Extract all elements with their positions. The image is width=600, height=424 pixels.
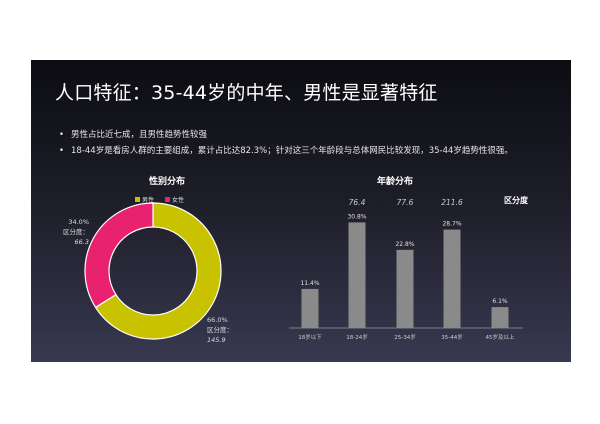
bar-4 — [443, 229, 461, 328]
legend-swatch-male — [135, 197, 140, 202]
charts-area: 性别分布 男性 女性 34.0% 区分度： 66.3 66.0% 区分度： 14… — [63, 175, 529, 344]
bullet-dot-icon: • — [59, 130, 65, 140]
x-tick-label: 35-44岁 — [441, 333, 462, 341]
bar-value-label: 22.8% — [395, 241, 414, 248]
bullet-item: • 男性占比近七成，且男性趋势性较强 — [59, 128, 207, 140]
gender-chart-title: 性别分布 — [149, 175, 185, 187]
bullet-text: 男性占比近七成，且男性趋势性较强 — [71, 130, 208, 140]
male-index-value: 145.9 — [207, 336, 226, 344]
gender-distribution-chart: 性别分布 男性 女性 34.0% 区分度： 66.3 66.0% 区分度： 14… — [63, 175, 233, 344]
bullet-item: • 18-44岁是看房人群的主要组成，累计占比达82.3%；针对这三个年龄段与总体… — [59, 144, 513, 156]
pie-slice-female — [84, 202, 154, 309]
female-index-value: 66.3 — [75, 238, 89, 246]
age-index-value: 76.4 — [349, 198, 366, 207]
legend-label-male: 男性 — [142, 196, 154, 204]
bar-3 — [396, 249, 414, 328]
bar-value-label: 6.1% — [492, 298, 508, 305]
bullet-text: 18-44岁是看房人群的主要组成，累计占比达82.3%；针对这三个年龄段与总体网… — [71, 146, 513, 156]
bar-value-label: 28.7% — [442, 221, 461, 228]
age-chart-title: 年龄分布 — [377, 175, 413, 187]
bar-2 — [348, 222, 366, 328]
bar-5 — [491, 307, 509, 328]
x-tick-label: 18-24岁 — [346, 333, 367, 341]
slide: 人口特征：35-44岁的中年、男性是显著特征 • 男性占比近七成，且男性趋势性较强… — [31, 60, 571, 362]
male-index-label: 区分度： — [207, 325, 233, 334]
age-index-value: 211.6 — [441, 198, 463, 207]
x-tick-label: 25-34岁 — [394, 333, 415, 341]
bar-value-label: 11.4% — [300, 280, 319, 287]
x-tick-label: 45岁及以上 — [486, 333, 515, 341]
bars-group: 11.4% 18岁以下 30.8% 18-24岁 22.8% 25-34岁 28.7% 35-… — [298, 213, 515, 341]
slice-label-female: 34.0% — [68, 218, 89, 226]
female-index-label: 区分度： — [63, 227, 89, 236]
slice-label-male: 66.0% — [207, 316, 228, 324]
legend-swatch-female — [165, 197, 170, 202]
pie-slice-male — [94, 202, 222, 340]
bar-value-label: 30.8% — [347, 213, 366, 220]
x-tick-label: 18岁以下 — [298, 333, 322, 341]
age-index-title: 区分度 — [504, 195, 529, 205]
bullet-dot-icon: • — [59, 146, 65, 156]
legend-label-female: 女性 — [172, 196, 184, 204]
age-distribution-chart: 年龄分布 区分度 76.4 77.6 211.6 11.4% 18岁以下 30.8%… — [289, 175, 529, 341]
slide-title: 人口特征：35-44岁的中年、男性是显著特征 — [55, 82, 438, 104]
age-index-value: 77.6 — [397, 198, 414, 207]
bar-1 — [301, 288, 319, 328]
